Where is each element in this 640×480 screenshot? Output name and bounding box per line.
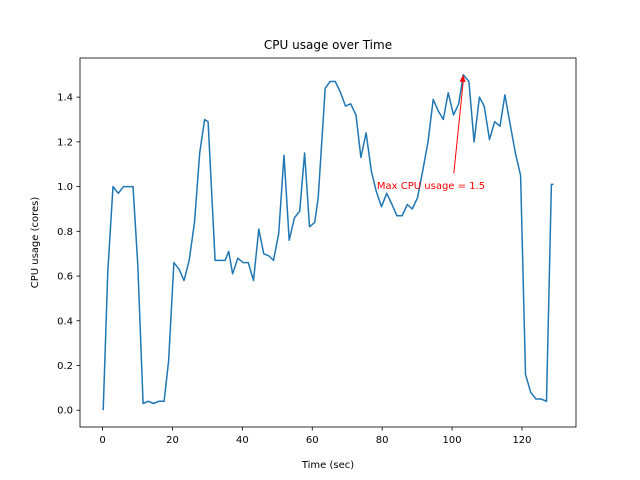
- y-tick-label: 1.2: [57, 137, 73, 148]
- y-tick-label: 0.8: [57, 227, 73, 238]
- annotation-arrow-line: [453, 80, 464, 174]
- annotation-label: Max CPU usage = 1.5: [377, 181, 485, 192]
- y-tick-label: 1.0: [57, 182, 73, 193]
- x-tick-label: 100: [443, 435, 462, 446]
- y-tick-label: 0.2: [57, 361, 73, 372]
- x-tick-label: 40: [236, 435, 249, 446]
- x-tick-label: 20: [166, 435, 179, 446]
- y-tick-label: 0.4: [57, 316, 73, 327]
- x-tick-label: 120: [512, 435, 531, 446]
- plot-area: 0 20 40 60 80 100 120 0.0 0.2 0.4 0.6 0.8 1.0 1.2 1.4 M…: [57, 74, 554, 446]
- y-tick-label: 0.0: [57, 406, 73, 417]
- series-line-0: [102, 74, 554, 411]
- y-tick-label: 0.6: [57, 272, 73, 283]
- x-tick-label: 60: [306, 435, 319, 446]
- chart-title: CPU usage over Time: [264, 38, 392, 52]
- y-axis-label: CPU usage (cores): [30, 197, 41, 289]
- x-tick-label: 80: [376, 435, 389, 446]
- y-tick-label: 1.4: [57, 93, 73, 104]
- annotation-arrow-head: [459, 74, 466, 83]
- x-tick-label: 0: [99, 435, 105, 446]
- x-axis-label: Time (sec): [301, 460, 354, 471]
- axes-frame: [79, 57, 577, 428]
